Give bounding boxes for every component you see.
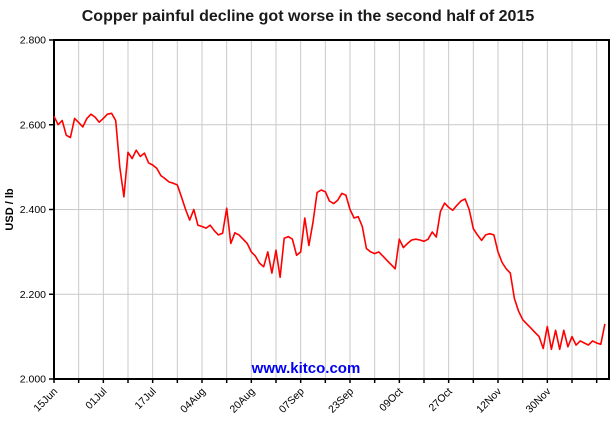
x-tick-label: 27Oct bbox=[426, 386, 454, 414]
y-tick-label: 2.400 bbox=[20, 204, 46, 216]
x-tick-label: 12Nov bbox=[474, 385, 504, 415]
x-tick-label: 23Sep bbox=[326, 386, 356, 416]
y-tick-label: 2.600 bbox=[20, 119, 46, 131]
x-tick-label: 17Jul bbox=[133, 386, 159, 412]
x-tick-label: 20Aug bbox=[227, 386, 257, 416]
x-tick-label: 01Jul bbox=[83, 386, 109, 412]
x-tick-label: 07Sep bbox=[277, 386, 307, 416]
x-tick-label: 04Aug bbox=[178, 386, 208, 416]
x-tick-label: 15Jun bbox=[31, 386, 60, 415]
y-tick-label: 2.800 bbox=[20, 35, 46, 47]
x-tick-label: 09Oct bbox=[377, 386, 405, 414]
chart-title: Copper painful decline got worse in the … bbox=[81, 8, 535, 25]
price-line bbox=[53, 112, 606, 351]
y-tick-label: 2.000 bbox=[20, 374, 46, 386]
y-axis-title: USD / lb bbox=[4, 188, 16, 230]
y-tick-label: 2.200 bbox=[20, 289, 46, 301]
x-tick-label: 30Nov bbox=[524, 385, 554, 415]
kitco-watermark: www.kitco.com bbox=[251, 360, 361, 377]
